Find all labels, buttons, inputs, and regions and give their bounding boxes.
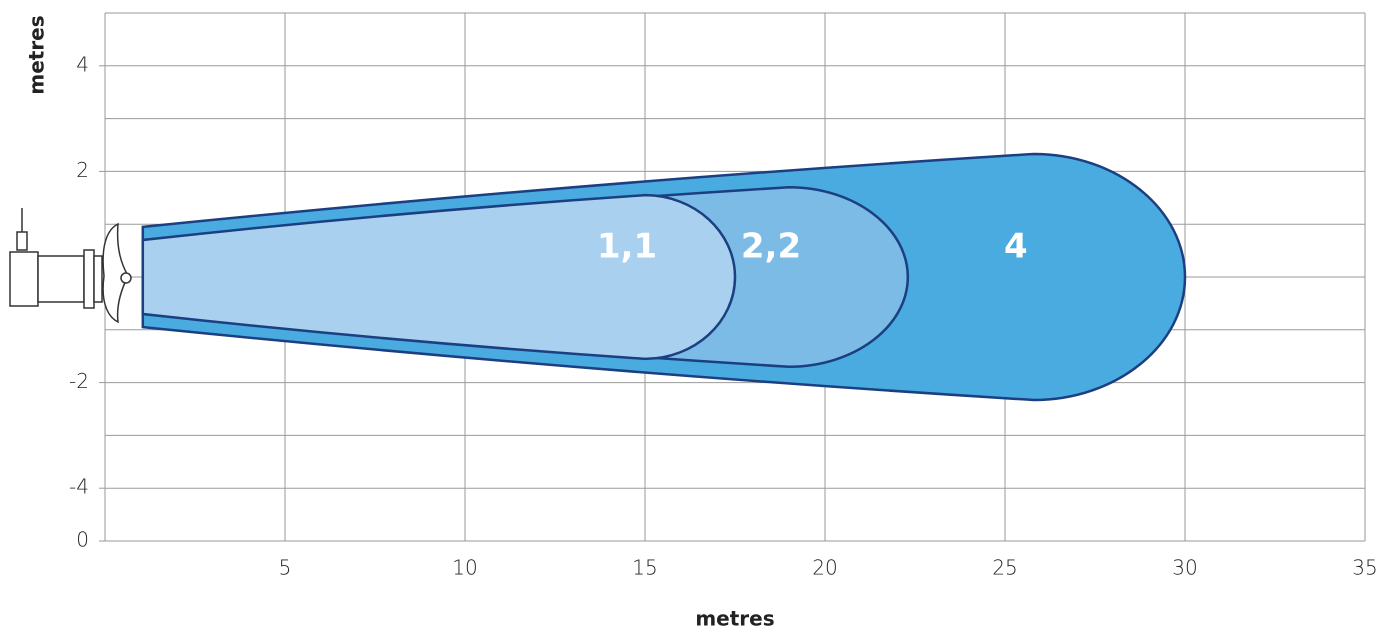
x-tick-label: 30 [1172, 556, 1197, 580]
zone-label: 1,1 [597, 226, 657, 266]
y-tick-label: 4 [76, 52, 89, 76]
zone-label: 2,2 [741, 226, 801, 266]
x-tick-label: 10 [452, 556, 477, 580]
x-axis-title: metres [695, 607, 774, 631]
y-tick-label: -4 [69, 475, 89, 499]
y-tick-label: -2 [69, 369, 89, 393]
y-tick-label: 0 [76, 528, 89, 552]
x-tick-label: 5 [279, 556, 292, 580]
mixer-icon [9, 208, 132, 324]
y-axis-title: metres [25, 15, 49, 94]
x-tick-label: 25 [992, 556, 1017, 580]
zone-label: 4 [1004, 226, 1028, 266]
x-tick-label: 15 [632, 556, 657, 580]
x-tick-label: 35 [1352, 556, 1377, 580]
labels: 4 2,2 1,1 [597, 226, 1028, 266]
zones [141, 152, 1187, 402]
x-tick-label: 20 [812, 556, 837, 580]
y-tick-label: 2 [76, 158, 89, 182]
zone [141, 193, 737, 361]
